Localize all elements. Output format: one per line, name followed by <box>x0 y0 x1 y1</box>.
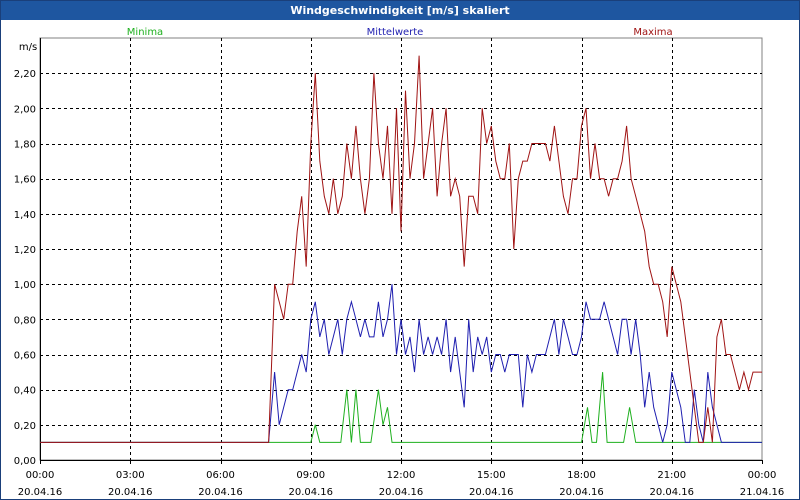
x-tick-date: 20.04.16 <box>559 487 604 498</box>
x-tick-date: 20.04.16 <box>18 487 63 498</box>
x-tick-date: 20.04.16 <box>649 487 694 498</box>
series-line-maxima <box>40 55 762 443</box>
x-tick-date: 20.04.16 <box>108 487 153 498</box>
x-tick-time: 09:00 <box>296 470 325 481</box>
y-tick-label: 0,20 <box>14 421 36 432</box>
legend-maxima: Maxima <box>633 27 672 38</box>
x-tick-time: 00:00 <box>748 470 777 481</box>
x-tick-time: 18:00 <box>567 470 596 481</box>
y-tick-label: 1,00 <box>14 280 36 291</box>
x-tick-date: 21.04.16 <box>740 487 785 498</box>
x-tick-time: 00:00 <box>26 470 55 481</box>
series-line-mittelwerte <box>40 284 762 443</box>
y-tick-label: 0,00 <box>14 456 36 467</box>
x-tick-date: 20.04.16 <box>379 487 424 498</box>
y-tick-label: 0,60 <box>14 351 36 362</box>
legend-mittelwerte: Mittelwerte <box>367 27 424 38</box>
y-axis-label: m/s <box>19 42 37 53</box>
y-tick-label: 2,20 <box>14 69 36 80</box>
x-tick-time: 21:00 <box>657 470 686 481</box>
x-tick-date: 20.04.16 <box>198 487 243 498</box>
y-tick-label: 1,40 <box>14 210 36 221</box>
y-tick-label: 0,80 <box>14 315 36 326</box>
y-tick-label: 0,40 <box>14 386 36 397</box>
x-tick-date: 20.04.16 <box>469 487 514 498</box>
axes: 0,00 0,20 0,40 0,60 0,80 1,00 1,20 1,40 1,60 1,80… <box>14 38 785 498</box>
y-tick-label: 1,60 <box>14 175 36 186</box>
x-tick-time: 12:00 <box>387 470 416 481</box>
series-line-minima <box>40 372 762 443</box>
x-tick-time: 03:00 <box>116 470 145 481</box>
y-tick-label: 1,20 <box>14 245 36 256</box>
legend-minima: Minima <box>127 27 163 38</box>
x-tick-time: 15:00 <box>477 470 506 481</box>
grid <box>39 37 763 461</box>
x-tick-date: 20.04.16 <box>288 487 333 498</box>
series-lines <box>40 55 762 443</box>
x-tick-time: 06:00 <box>206 470 235 481</box>
y-tick-label: 2,00 <box>14 104 36 115</box>
y-tick-label: 1,80 <box>14 140 36 151</box>
legend: Minima Mittelwerte Maxima <box>127 27 673 38</box>
